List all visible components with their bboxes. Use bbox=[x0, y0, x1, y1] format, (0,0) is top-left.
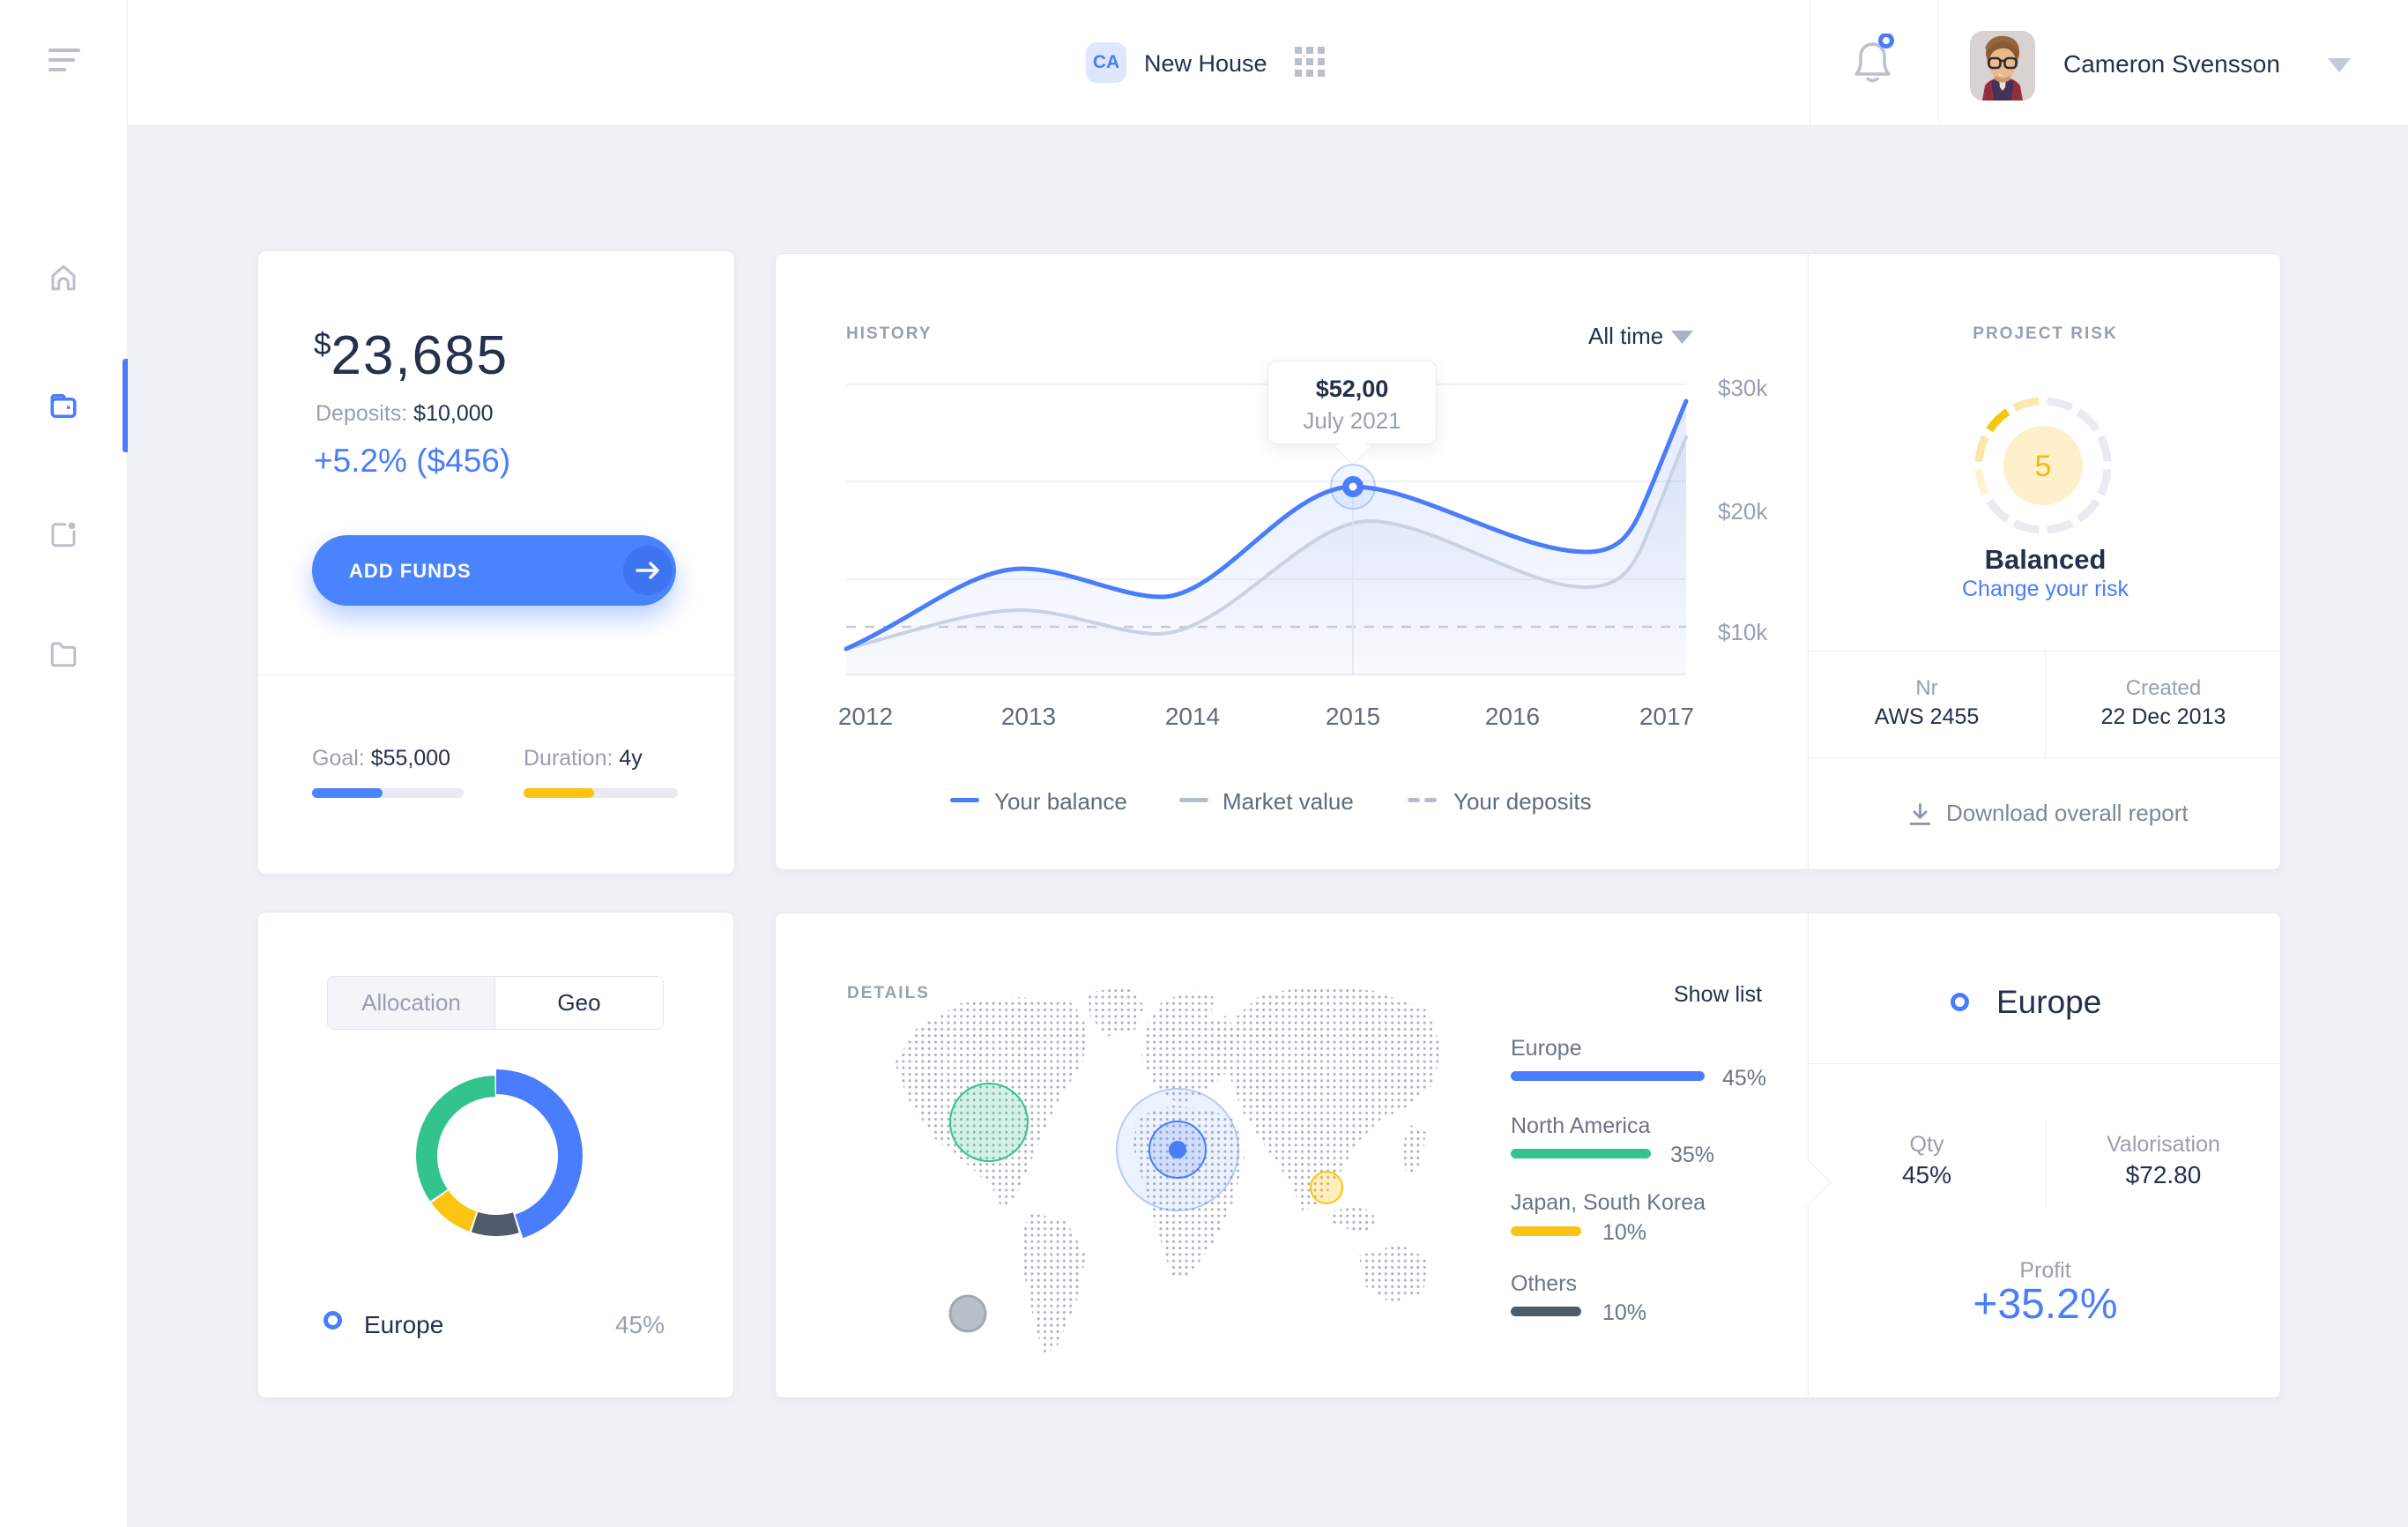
svg-text:5: 5 bbox=[2035, 450, 2052, 483]
